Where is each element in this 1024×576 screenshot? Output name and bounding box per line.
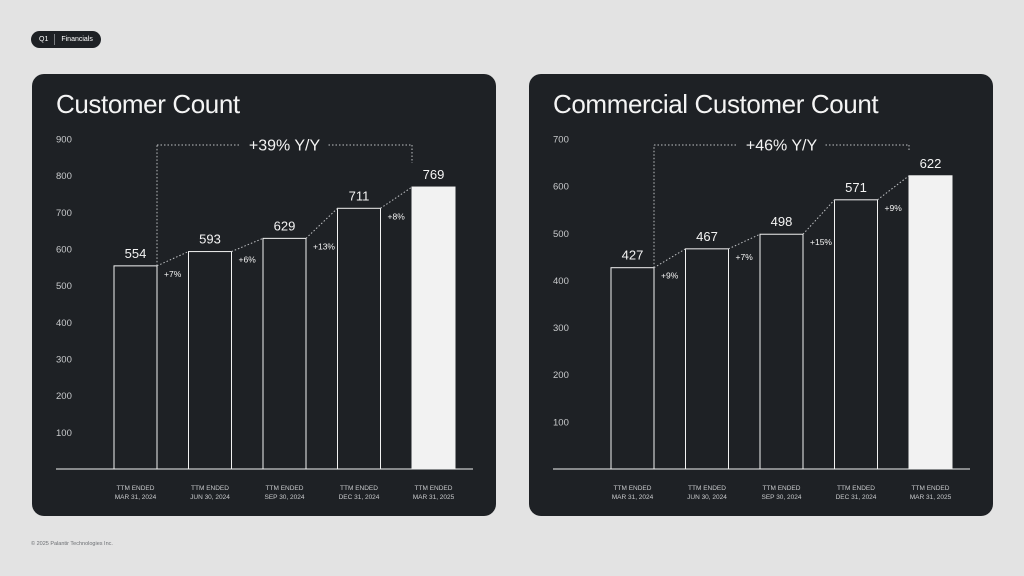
data-label: 554 [125, 246, 147, 261]
growth-connector [380, 186, 413, 209]
x-tick-label: TTM ENDED [266, 485, 304, 492]
bar [685, 248, 729, 470]
x-tick-label: TTM ENDED [191, 485, 229, 492]
x-tick-label: MAR 31, 2024 [115, 494, 157, 501]
y-tick-label: 100 [553, 417, 569, 428]
y-tick-label: 600 [56, 245, 72, 256]
chart-title: Customer Count [56, 89, 240, 119]
y-tick-label: 900 [56, 135, 72, 146]
bar [908, 175, 953, 470]
data-label: 769 [423, 167, 445, 182]
growth-label: +9% [661, 271, 679, 281]
data-label: 622 [920, 156, 942, 171]
customer-count-chart: 100 200 300 400 500 600 700 800 900 554 TTM ENDED M… [56, 135, 473, 501]
growth-connector [156, 251, 189, 267]
commercial-customer-count-panel: Commercial Customer Count 100 200 300 400 50… [529, 74, 993, 516]
data-label: 498 [771, 214, 793, 229]
y-tick-label: 800 [56, 171, 72, 182]
bar [759, 233, 804, 470]
y-tick-label: 400 [553, 276, 569, 287]
x-tick-label: MAR 31, 2024 [612, 494, 654, 501]
y-tick-label: 500 [56, 281, 72, 292]
x-tick-label: TTM ENDED [614, 485, 652, 492]
x-tick-label: MAR 31, 2025 [413, 494, 455, 501]
growth-connector [802, 199, 835, 235]
y-tick-label: 300 [56, 355, 72, 366]
copyright-notice: © 2025 Palantir Technologies Inc. [31, 541, 113, 547]
section-pill: Q1 Financials [31, 31, 101, 48]
y-tick-label: 300 [553, 323, 569, 334]
bar [188, 251, 232, 470]
data-label: 629 [274, 218, 296, 233]
growth-connector [231, 237, 264, 253]
y-tick-label: 200 [553, 370, 569, 381]
data-label: 427 [622, 248, 644, 263]
x-tick-label: TTM ENDED [837, 485, 875, 492]
pill-divider [54, 34, 56, 45]
growth-label: +9% [885, 203, 903, 213]
customer-count-panel: Customer Count 100 200 300 400 500 600 700 800 9… [32, 74, 496, 516]
growth-connector [877, 175, 910, 201]
x-tick-label: TTM ENDED [415, 485, 453, 492]
growth-connector [653, 248, 686, 269]
y-tick-label: 400 [56, 318, 72, 329]
data-label: 711 [349, 188, 370, 203]
data-label: 593 [199, 232, 221, 247]
y-tick-label: 500 [553, 229, 569, 240]
data-label: 467 [696, 229, 718, 244]
x-tick-label: TTM ENDED [763, 485, 801, 492]
bar [262, 237, 307, 470]
x-tick-label: TTM ENDED [117, 485, 155, 492]
yoy-label: +39% Y/Y [249, 138, 321, 155]
bar [610, 267, 655, 470]
growth-connector [728, 233, 761, 250]
x-tick-label: SEP 30, 2024 [762, 494, 802, 501]
y-tick-label: 100 [56, 428, 72, 439]
growth-label: +7% [736, 252, 754, 262]
bar [411, 186, 456, 470]
x-tick-label: JUN 30, 2024 [190, 494, 230, 501]
data-label: 571 [845, 180, 867, 195]
x-tick-label: TTM ENDED [912, 485, 950, 492]
chart-title: Commercial Customer Count [553, 89, 879, 119]
quarter-label: Q1 [39, 36, 49, 43]
y-tick-label: 200 [56, 391, 72, 402]
growth-connector [305, 207, 338, 239]
bar [337, 207, 381, 470]
growth-label: +13% [313, 241, 335, 251]
commercial-customer-count-chart: 100 200 300 400 500 600 700 427 TTM ENDED MAR 31,… [553, 135, 970, 501]
growth-label: +7% [164, 269, 182, 279]
x-tick-label: JUN 30, 2024 [687, 494, 727, 501]
x-tick-label: MAR 31, 2025 [910, 494, 952, 501]
x-tick-label: SEP 30, 2024 [265, 494, 305, 501]
growth-label: +6% [239, 255, 257, 265]
x-tick-label: DEC 31, 2024 [836, 494, 877, 501]
bar [834, 199, 878, 470]
bar [113, 265, 158, 470]
growth-label: +8% [388, 211, 406, 221]
yoy-label: +46% Y/Y [746, 138, 818, 155]
growth-label: +15% [810, 237, 832, 247]
section-label: Financials [61, 36, 93, 43]
x-tick-label: DEC 31, 2024 [339, 494, 380, 501]
y-tick-label: 700 [56, 208, 72, 219]
x-tick-label: TTM ENDED [340, 485, 378, 492]
y-tick-label: 700 [553, 135, 569, 146]
y-tick-label: 600 [553, 182, 569, 193]
x-tick-label: TTM ENDED [688, 485, 726, 492]
